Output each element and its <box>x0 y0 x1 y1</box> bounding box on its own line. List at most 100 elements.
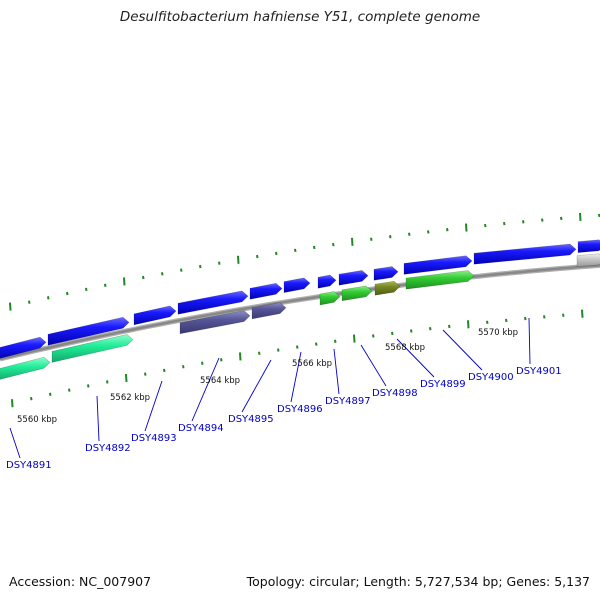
scale-tick-lower <box>201 361 204 365</box>
scale-tick-lower <box>391 331 394 336</box>
gene-leader-line <box>191 357 220 422</box>
cds-forward[interactable] <box>473 243 577 265</box>
scale-tick-lower <box>505 318 508 323</box>
scale-tick-upper <box>389 235 392 239</box>
gene-label[interactable]: DSY4893 <box>131 433 177 444</box>
scale-tick-upper <box>446 228 449 232</box>
cds-slate[interactable] <box>179 310 251 335</box>
scale-tick-lower <box>220 358 223 362</box>
scale-tick-lower <box>562 313 565 317</box>
cds-gray[interactable] <box>576 253 600 267</box>
scale-tick-upper <box>123 277 126 286</box>
scale-tick-lower <box>353 334 356 343</box>
scale-label: 5570 kbp <box>478 328 518 338</box>
scale-tick-upper <box>66 291 69 296</box>
scale-label: 5560 kbp <box>17 415 57 425</box>
gene-leader-line <box>528 317 531 365</box>
cds-teal[interactable] <box>0 356 51 381</box>
gene-leader-line <box>144 380 163 432</box>
scale-tick-upper <box>294 248 297 253</box>
scale-tick-upper <box>85 287 88 292</box>
cds-teal[interactable] <box>51 334 134 363</box>
gene-label[interactable]: DSY4896 <box>277 404 323 415</box>
cds-green[interactable] <box>405 270 475 290</box>
scale-tick-lower <box>239 352 242 361</box>
scale-tick-upper <box>579 212 582 221</box>
gene-leader-line <box>96 395 100 442</box>
scale-tick-lower <box>144 372 147 376</box>
scale-tick-upper <box>28 300 31 304</box>
scale-tick-upper <box>465 223 468 232</box>
scale-label: 5562 kbp <box>110 393 150 403</box>
scale-tick-lower <box>277 348 280 352</box>
cds-green[interactable] <box>319 291 341 306</box>
cds-forward[interactable] <box>403 255 473 275</box>
scale-label: 5564 kbp <box>200 376 240 386</box>
cds-forward[interactable] <box>317 274 337 289</box>
scale-tick-lower <box>30 397 33 401</box>
scale-tick-upper <box>313 245 316 250</box>
gene-leader-line <box>333 348 340 395</box>
scale-tick-upper <box>104 283 107 288</box>
gene-label[interactable]: DSY4895 <box>228 414 274 425</box>
cds-forward[interactable] <box>177 290 249 315</box>
scale-label: 5566 kbp <box>292 359 332 369</box>
scale-tick-lower <box>486 320 489 324</box>
scale-tick-upper <box>351 237 354 246</box>
scale-tick-lower <box>49 392 52 397</box>
scale-tick-upper <box>408 232 411 236</box>
scale-tick-lower <box>87 384 90 388</box>
cds-green[interactable] <box>341 285 373 302</box>
scale-tick-upper <box>370 237 373 241</box>
scale-tick-upper <box>503 221 506 226</box>
cds-forward[interactable] <box>283 277 311 293</box>
cds-forward[interactable] <box>47 316 130 346</box>
gene-leader-line <box>360 344 387 387</box>
scale-tick-lower <box>524 316 527 321</box>
gene-label[interactable]: DSY4897 <box>325 396 371 407</box>
cds-forward[interactable] <box>577 239 600 253</box>
scale-tick-upper <box>427 230 430 234</box>
gene-label[interactable]: DSY4894 <box>178 423 224 434</box>
scale-tick-upper <box>275 251 278 256</box>
scale-tick-upper <box>332 242 335 247</box>
scale-tick-lower <box>372 334 375 338</box>
cds-forward[interactable] <box>0 336 47 360</box>
scale-tick-lower <box>68 388 71 392</box>
cds-forward[interactable] <box>373 266 399 281</box>
scale-tick-upper <box>218 261 221 265</box>
gene-label[interactable]: DSY4891 <box>6 460 52 471</box>
scale-tick-upper <box>161 272 164 276</box>
gene-label[interactable]: DSY4892 <box>85 443 131 454</box>
cds-forward[interactable] <box>338 270 369 286</box>
gene-label[interactable]: DSY4899 <box>420 379 466 390</box>
scale-tick-upper <box>237 255 240 264</box>
cds-forward[interactable] <box>249 282 283 300</box>
scale-tick-lower <box>11 399 14 408</box>
scale-tick-upper <box>9 302 12 311</box>
gene-leader-line <box>241 359 272 413</box>
scale-tick-lower <box>543 315 546 319</box>
scale-tick-upper <box>541 218 544 222</box>
scale-tick-lower <box>296 345 299 349</box>
scale-tick-lower <box>315 342 318 346</box>
scale-tick-upper <box>47 296 50 300</box>
scale-tick-upper <box>560 216 563 221</box>
scale-label: 5568 kbp <box>385 343 425 353</box>
scale-tick-lower <box>334 339 337 343</box>
scale-tick-lower <box>429 327 432 331</box>
cds-forward[interactable] <box>133 305 177 326</box>
scale-tick-upper <box>484 223 487 228</box>
scale-tick-upper <box>199 264 202 269</box>
accession-text: Accession: NC_007907 <box>9 574 152 589</box>
scale-tick-upper <box>522 220 525 224</box>
genome-title: Desulfitobacterium hafniense Y51, comple… <box>119 9 481 25</box>
gene-leader-line <box>9 427 21 459</box>
cds-slate[interactable] <box>251 302 287 320</box>
cds-olive[interactable] <box>374 280 401 296</box>
gene-label[interactable]: DSY4901 <box>516 366 562 377</box>
gene-label[interactable]: DSY4898 <box>372 388 418 399</box>
gene-label[interactable]: DSY4900 <box>468 372 514 383</box>
